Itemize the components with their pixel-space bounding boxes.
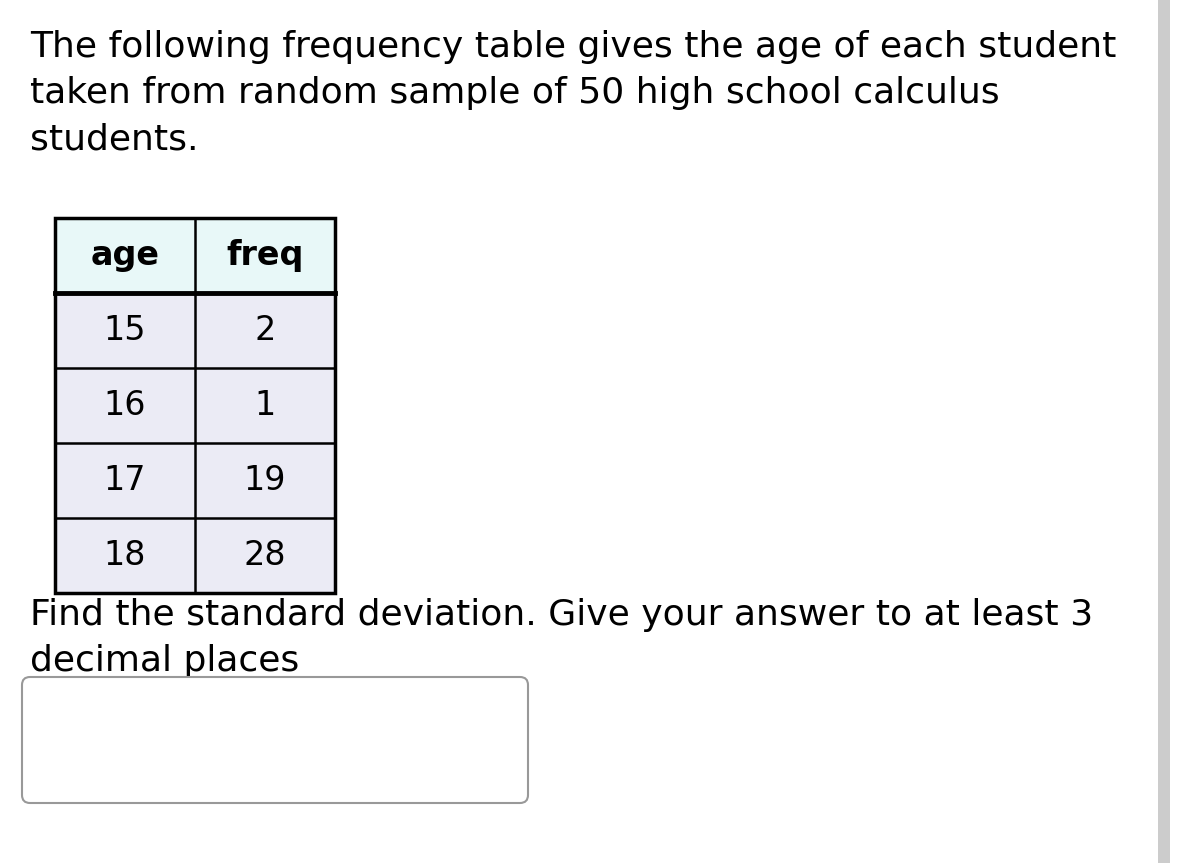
Text: 28: 28 [244, 539, 287, 572]
FancyBboxPatch shape [22, 677, 528, 803]
Bar [55, 368, 335, 443]
Text: 17: 17 [103, 464, 146, 497]
Text: The following frequency table gives the age of each student
taken from random sa: The following frequency table gives the … [30, 30, 1116, 156]
Text: 18: 18 [104, 539, 146, 572]
Text: age: age [90, 239, 160, 272]
Text: 1: 1 [254, 389, 276, 422]
Bar [55, 443, 335, 518]
Text: Find the standard deviation. Give your answer to at least 3
decimal places: Find the standard deviation. Give your a… [30, 598, 1093, 678]
Bar [55, 218, 335, 293]
Bar [55, 218, 335, 593]
Bar [55, 518, 335, 593]
Text: freq: freq [227, 239, 304, 272]
Bar [55, 293, 335, 368]
Text: 15: 15 [103, 314, 146, 347]
Text: 19: 19 [244, 464, 287, 497]
Bar [1158, 0, 1170, 863]
Text: 16: 16 [103, 389, 146, 422]
Text: 2: 2 [254, 314, 276, 347]
